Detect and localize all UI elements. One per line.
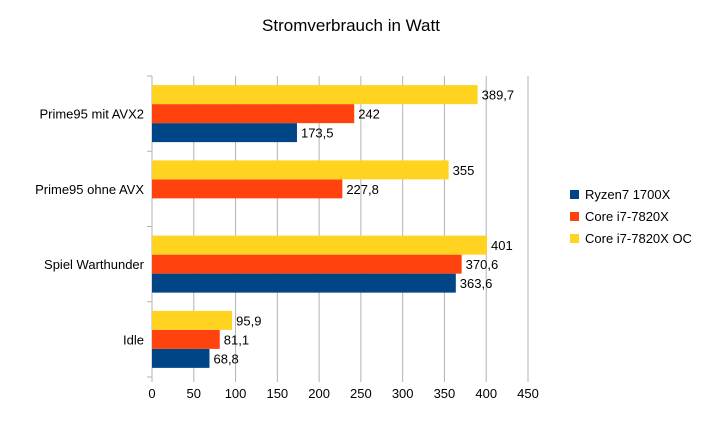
chart-title: Stromverbrauch in Watt: [262, 16, 440, 35]
data-label: 355: [453, 163, 475, 178]
bar: [152, 235, 488, 255]
bar: [152, 123, 297, 143]
bar: [152, 85, 478, 105]
x-tick-label: 150: [266, 386, 288, 401]
category-label: Prime95 ohne AVX: [35, 182, 144, 197]
legend-swatch: [570, 233, 579, 243]
category-label: Spiel Warthunder: [44, 257, 145, 272]
data-label: 363,6: [460, 276, 493, 291]
bar: [152, 348, 210, 368]
data-label: 68,8: [213, 351, 238, 366]
x-tick-label: 400: [475, 386, 497, 401]
data-label: 242: [358, 107, 380, 122]
data-label: 370,6: [466, 257, 499, 272]
bar: [152, 254, 462, 274]
category-label: Idle: [123, 332, 144, 347]
x-tick-label: 50: [187, 386, 201, 401]
legend-swatch: [570, 211, 579, 221]
data-label: 389,7: [482, 88, 515, 103]
x-tick-label: 300: [392, 386, 414, 401]
data-label: 227,8: [346, 182, 379, 197]
data-label: 401: [491, 238, 513, 253]
legend-label: Ryzen7 1700X: [585, 186, 671, 202]
x-tick-label: 0: [148, 386, 155, 401]
bar: [152, 310, 233, 330]
category-label: Prime95 mit AVX2: [39, 107, 144, 122]
bar: [152, 104, 355, 124]
x-tick-label: 100: [225, 386, 247, 401]
bar: [152, 179, 343, 199]
bar: [152, 160, 449, 180]
x-tick-label: 200: [308, 386, 330, 401]
data-label: 95,9: [236, 313, 261, 328]
legend-swatch: [570, 189, 579, 199]
legend-item-ryzen7-1700x: Ryzen7 1700X: [570, 183, 692, 205]
legend-item-core-i7-7820x: Core i7-7820X: [570, 205, 692, 227]
x-tick-label: 350: [434, 386, 456, 401]
legend: Ryzen7 1700X Core i7-7820X Core i7-7820X…: [570, 183, 692, 249]
x-tick-label: 250: [350, 386, 372, 401]
legend-label: Core i7-7820X: [585, 208, 669, 224]
bar: [152, 273, 456, 293]
bar: [152, 329, 220, 349]
x-tick-label: 450: [517, 386, 539, 401]
data-label: 173,5: [301, 126, 334, 141]
data-label: 81,1: [224, 332, 249, 347]
legend-item-core-i7-7820x-oc: Core i7-7820X OC: [570, 227, 692, 249]
legend-label: Core i7-7820X OC: [585, 230, 692, 246]
